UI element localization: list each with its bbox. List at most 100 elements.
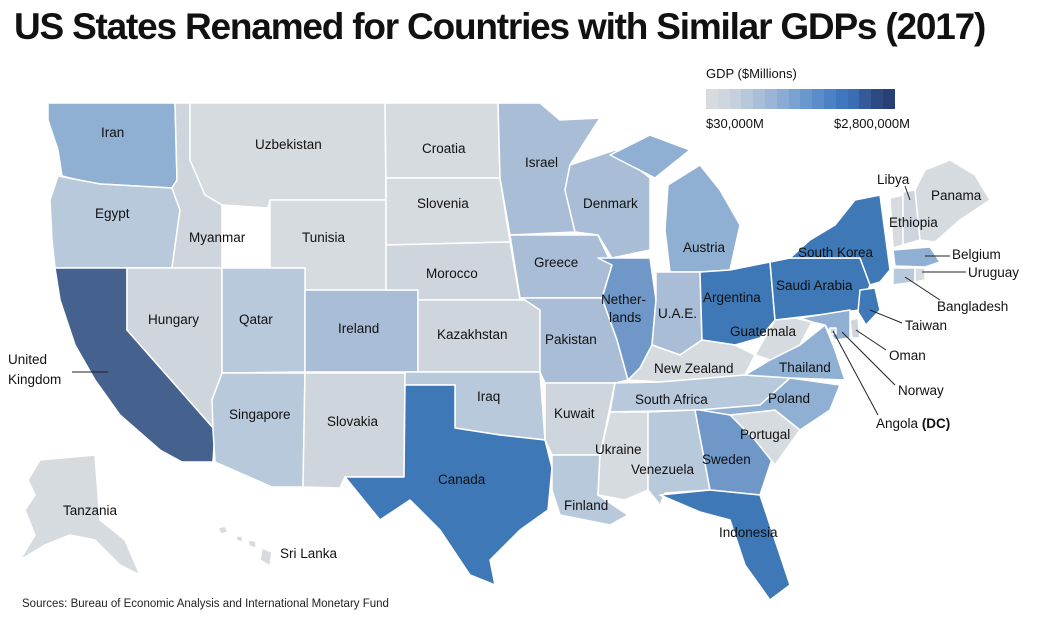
leader-norway bbox=[841, 331, 896, 386]
label-oh: Argentina bbox=[703, 290, 761, 305]
label-fl: Indonesia bbox=[719, 525, 778, 540]
state-az bbox=[211, 372, 306, 488]
label-ne: Morocco bbox=[426, 266, 478, 281]
state-ak bbox=[19, 454, 141, 576]
label-ky: New Zealand bbox=[654, 361, 734, 376]
state-ri bbox=[914, 267, 926, 283]
label-co: Ireland bbox=[338, 321, 379, 336]
label-ks: Kazakhstan bbox=[437, 327, 508, 342]
label-hi: Sri Lanka bbox=[280, 546, 338, 561]
state-ct bbox=[892, 267, 916, 286]
label-md: Norway bbox=[898, 383, 944, 398]
label-ma: Belgium bbox=[952, 247, 1001, 262]
legend-swatch bbox=[753, 89, 765, 109]
leader-taiwan bbox=[869, 309, 903, 324]
legend-min-label: $30,000M bbox=[706, 116, 764, 131]
state-nc bbox=[699, 377, 841, 431]
label-la: Finland bbox=[564, 498, 608, 513]
legend-swatch bbox=[835, 89, 848, 109]
leader-oman bbox=[855, 329, 887, 351]
legend-swatch bbox=[847, 89, 860, 109]
label-wi: Denmark bbox=[583, 196, 638, 211]
legend-swatch bbox=[882, 89, 895, 109]
source-note: Sources: Bureau of Economic Analysis and… bbox=[22, 598, 389, 610]
label-mi: Austria bbox=[683, 240, 726, 255]
label-ut: Qatar bbox=[239, 312, 273, 327]
legend-swatch bbox=[823, 89, 836, 109]
label-ri: Uruguay bbox=[968, 265, 1019, 280]
label-il-line1: Nether- bbox=[601, 292, 646, 307]
state-or bbox=[49, 175, 181, 269]
legend-swatch bbox=[859, 89, 872, 109]
label-ar: Kuwait bbox=[554, 406, 595, 421]
legend-swatch bbox=[741, 89, 754, 109]
label-sc: Portugal bbox=[740, 427, 790, 442]
label-ga: Sweden bbox=[702, 452, 751, 467]
label-uk-line2: Kingdom bbox=[8, 372, 61, 387]
label-uk-line1: United bbox=[8, 352, 47, 367]
label-az: Singapore bbox=[229, 407, 291, 422]
leader-bangladesh bbox=[904, 276, 941, 301]
label-nj: Taiwan bbox=[905, 318, 947, 333]
state-tx bbox=[344, 384, 553, 586]
label-al: Venezuela bbox=[631, 462, 695, 477]
label-wy: Tunisia bbox=[302, 230, 346, 245]
state-de bbox=[849, 317, 861, 339]
state-mt bbox=[189, 102, 387, 209]
leader-libya bbox=[904, 185, 911, 201]
label-nc: Poland bbox=[768, 391, 810, 406]
label-nh: Libya bbox=[877, 172, 910, 187]
label-ny: South Korea bbox=[798, 245, 874, 260]
map-title: US States Renamed for Countries with Sim… bbox=[14, 6, 986, 47]
legend-max-label: $2,800,000M bbox=[834, 116, 910, 131]
label-wa: Iran bbox=[101, 125, 124, 140]
legend-swatch bbox=[776, 89, 789, 109]
label-mt: Uzbekistan bbox=[255, 137, 322, 152]
label-ak: Tanzania bbox=[63, 503, 118, 518]
label-mn: Israel bbox=[525, 155, 558, 170]
label-tn: South Africa bbox=[635, 392, 708, 407]
state-ky bbox=[627, 339, 756, 383]
label-ok: Iraq bbox=[477, 389, 500, 404]
legend-swatch bbox=[788, 89, 801, 109]
label-id: Myanmar bbox=[189, 230, 246, 245]
legend-color-ramp bbox=[706, 89, 895, 109]
label-nd: Croatia bbox=[422, 141, 466, 156]
state-nm bbox=[302, 372, 406, 489]
label-ms: Ukraine bbox=[595, 442, 642, 457]
label-uk: United Kingdom bbox=[8, 352, 61, 387]
label-wv: Guatemala bbox=[730, 324, 797, 339]
label-vt: Ethiopia bbox=[889, 215, 938, 230]
legend-swatch bbox=[800, 89, 813, 109]
label-il-line2: lands bbox=[609, 310, 642, 325]
label-mo: Pakistan bbox=[545, 332, 597, 347]
state-ny bbox=[789, 194, 891, 286]
label-nv: Hungary bbox=[148, 312, 199, 327]
label-ct: Bangladesh bbox=[937, 299, 1008, 314]
legend-swatch bbox=[729, 89, 742, 109]
label-de: Oman bbox=[889, 348, 926, 363]
legend-swatch bbox=[706, 89, 718, 109]
label-va: Thailand bbox=[779, 360, 831, 375]
label-dc-suffix: (DC) bbox=[922, 416, 951, 431]
legend: GDP ($Millions) $30,000M $2,800,000M bbox=[706, 66, 910, 136]
label-dc-name: Angola bbox=[876, 416, 919, 431]
label-nm: Slovakia bbox=[327, 414, 379, 429]
leader-angola bbox=[832, 330, 879, 416]
legend-title: GDP ($Millions) bbox=[706, 66, 797, 81]
legend-swatch bbox=[717, 89, 730, 109]
state-wa bbox=[47, 102, 178, 189]
label-sd: Slovenia bbox=[417, 196, 469, 211]
state-hi bbox=[217, 525, 273, 567]
label-il: Nether- lands bbox=[601, 292, 650, 325]
label-pa: Saudi Arabia bbox=[776, 278, 853, 293]
label-tx: Canada bbox=[438, 472, 486, 487]
state-fl bbox=[659, 489, 791, 601]
state-md bbox=[799, 309, 851, 341]
legend-swatch bbox=[812, 89, 824, 109]
state-me bbox=[914, 159, 991, 243]
label-me: Panama bbox=[931, 188, 982, 203]
legend-swatch bbox=[871, 89, 883, 109]
label-in: U.A.E. bbox=[658, 306, 697, 321]
